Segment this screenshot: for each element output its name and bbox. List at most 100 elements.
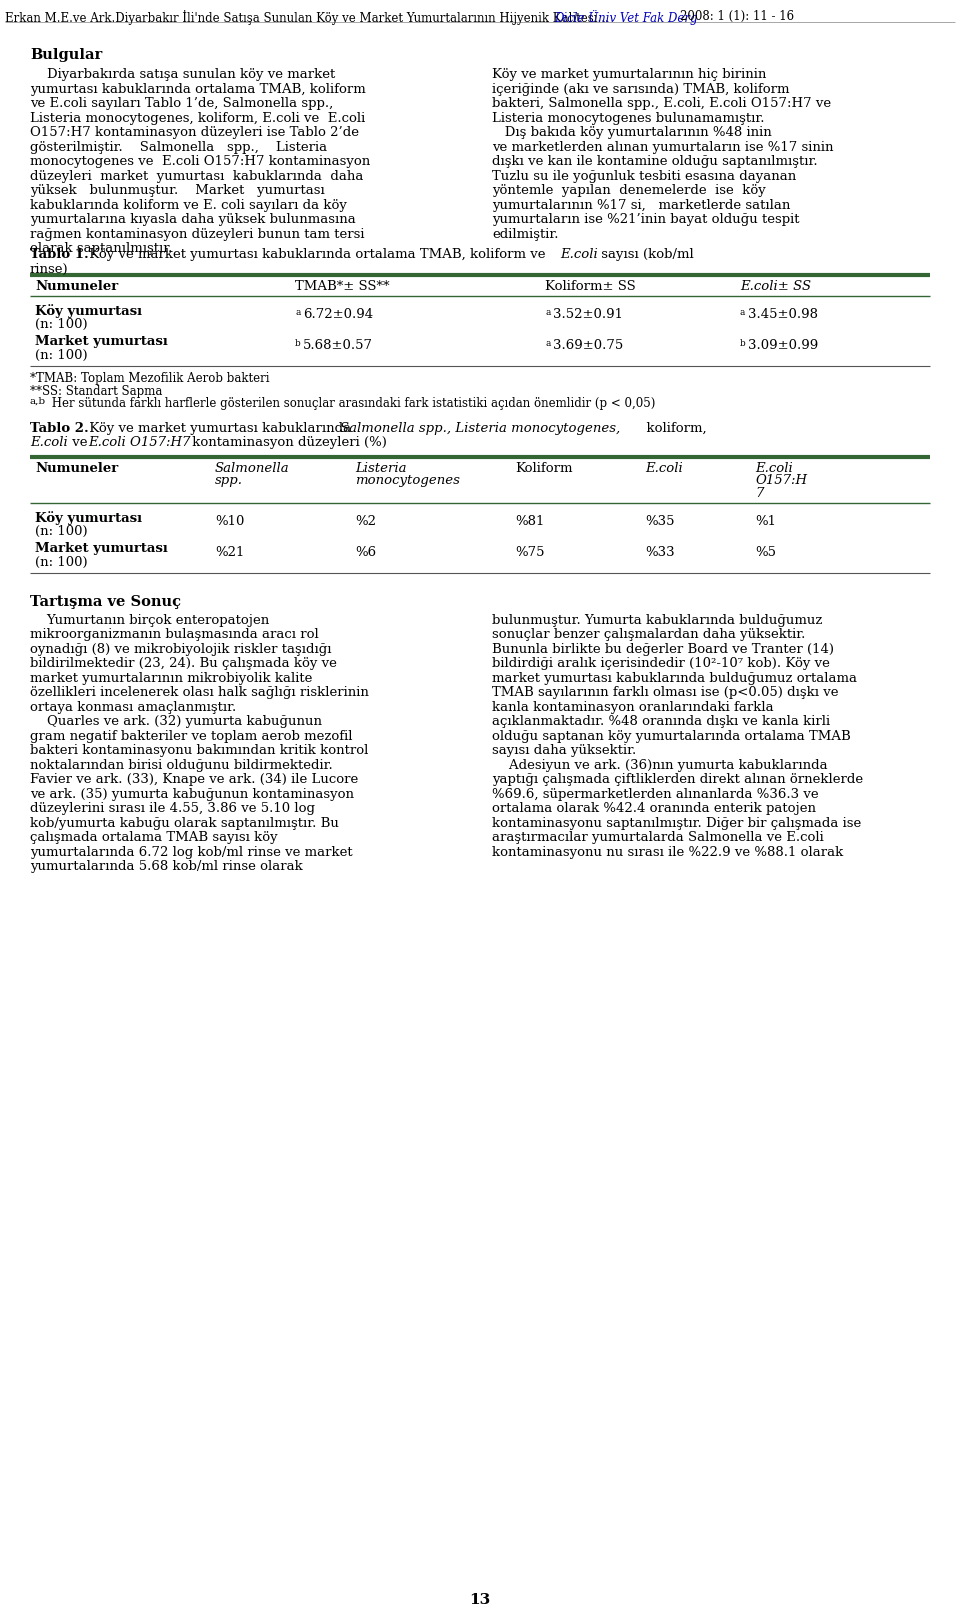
Text: kob/yumurta kabuğu olarak saptanılmıştır. Bu: kob/yumurta kabuğu olarak saptanılmıştır… (30, 816, 339, 830)
Text: Köy ve market yumurtası kabuklarında: Köy ve market yumurtası kabuklarında (85, 422, 355, 434)
Text: Market yumurtası: Market yumurtası (35, 542, 168, 555)
Text: yumurtalarına kıyasla daha yüksek bulunmasına: yumurtalarına kıyasla daha yüksek bulunm… (30, 212, 356, 225)
Text: spp.: spp. (215, 475, 243, 488)
Text: 2008: 1 (1): 11 - 16: 2008: 1 (1): 11 - 16 (680, 10, 794, 23)
Text: a: a (545, 339, 550, 348)
Text: içeriğinde (akı ve sarısında) TMAB, koliform: içeriğinde (akı ve sarısında) TMAB, koli… (492, 82, 789, 95)
Text: özellikleri incelenerek olası halk sağlığı risklerinin: özellikleri incelenerek olası halk sağlı… (30, 685, 369, 698)
Text: Koliform± SS: Koliform± SS (545, 280, 636, 293)
Text: a: a (295, 307, 300, 317)
Text: bildirdiği aralık içerisindedir (10²-10⁷ kob). Köy ve: bildirdiği aralık içerisindedir (10²-10⁷… (492, 656, 829, 669)
Text: bildirilmektedir (23, 24). Bu çalışmada köy ve: bildirilmektedir (23, 24). Bu çalışmada … (30, 656, 337, 669)
Text: sayısı (kob/ml: sayısı (kob/ml (597, 248, 694, 261)
Text: 3.09±0.99: 3.09±0.99 (748, 339, 818, 352)
Text: (n: 100): (n: 100) (35, 525, 87, 537)
Text: 7: 7 (755, 486, 763, 499)
Text: %6: %6 (355, 545, 376, 558)
Text: Erkan M.E.ve Ark.Diyarbakır İli'nde Satışa Sunulan Köy ve Market Yumurtalarının : Erkan M.E.ve Ark.Diyarbakır İli'nde Satı… (5, 10, 609, 26)
Text: Köy yumurtası: Köy yumurtası (35, 304, 142, 319)
Text: Bulgular: Bulgular (30, 48, 103, 63)
Text: a,b: a,b (30, 397, 46, 405)
Text: kontaminasyon düzeyleri (%): kontaminasyon düzeyleri (%) (188, 436, 387, 449)
Text: ortalama olarak %42.4 oranında enterik patojen: ortalama olarak %42.4 oranında enterik p… (492, 801, 816, 816)
Text: Dış bakıda köy yumurtalarının %48 inin: Dış bakıda köy yumurtalarının %48 inin (492, 126, 772, 138)
Text: yumurtalarının %17 si,   marketlerde satılan: yumurtalarının %17 si, marketlerde satıl… (492, 198, 790, 211)
Text: koliform,: koliform, (638, 422, 707, 434)
Text: Koliform: Koliform (515, 462, 572, 475)
Text: Quarles ve ark. (32) yumurta kabuğunun: Quarles ve ark. (32) yumurta kabuğunun (30, 714, 322, 727)
Text: %21: %21 (215, 545, 245, 558)
Text: a: a (740, 307, 745, 317)
Text: Listeria monocytogenes bulunamamıştır.: Listeria monocytogenes bulunamamıştır. (492, 111, 764, 124)
Text: 13: 13 (469, 1593, 491, 1607)
Text: market yumurtalarının mikrobiyolik kalite: market yumurtalarının mikrobiyolik kalit… (30, 671, 312, 684)
Text: %5: %5 (755, 545, 776, 558)
Text: O157:H: O157:H (755, 475, 807, 488)
Text: ortaya konması amaçlanmıştır.: ortaya konması amaçlanmıştır. (30, 700, 236, 713)
Text: kontaminasyonu saptanılmıştır. Diğer bir çalışmada ise: kontaminasyonu saptanılmıştır. Diğer bir… (492, 816, 861, 830)
Text: %1: %1 (755, 515, 776, 528)
Text: Listeria monocytogenes, koliform, E.coli ve  E.coli: Listeria monocytogenes, koliform, E.coli… (30, 111, 365, 124)
Text: sayısı daha yüksektir.: sayısı daha yüksektir. (492, 743, 636, 756)
Text: yumurtalarında 5.68 kob/ml rinse olarak: yumurtalarında 5.68 kob/ml rinse olarak (30, 859, 302, 874)
Text: Tartışma ve Sonuç: Tartışma ve Sonuç (30, 595, 181, 608)
Text: Dicle Üniv Vet Fak Derg: Dicle Üniv Vet Fak Derg (554, 10, 698, 26)
Text: Diyarbakırda satışa sunulan köy ve market: Diyarbakırda satışa sunulan köy ve marke… (30, 68, 335, 80)
Text: %81: %81 (515, 515, 544, 528)
Text: oynadığı (8) ve mikrobiyolojik riskler taşıdığı: oynadığı (8) ve mikrobiyolojik riskler t… (30, 642, 331, 655)
Text: TMAB sayılarının farklı olması ise (p<0.05) dışkı ve: TMAB sayılarının farklı olması ise (p<0.… (492, 685, 838, 698)
Text: yöntemle  yapılan  denemelerde  ise  köy: yöntemle yapılan denemelerde ise köy (492, 183, 766, 196)
Text: Favier ve ark. (33), Knape ve ark. (34) ile Lucore: Favier ve ark. (33), Knape ve ark. (34) … (30, 772, 358, 787)
Text: yaptığı çalışmada çiftliklerden direkt alınan örneklerde: yaptığı çalışmada çiftliklerden direkt a… (492, 772, 863, 787)
Text: bulunmuştur. Yumurta kabuklarında bulduğumuz: bulunmuştur. Yumurta kabuklarında bulduğ… (492, 613, 823, 626)
Text: ve marketlerden alınan yumurtaların ise %17 sinin: ve marketlerden alınan yumurtaların ise … (492, 140, 833, 153)
Text: %10: %10 (215, 515, 245, 528)
Text: b: b (295, 339, 300, 348)
Text: sonuçlar benzer çalışmalardan daha yüksektir.: sonuçlar benzer çalışmalardan daha yükse… (492, 628, 805, 640)
Text: yüksek   bulunmuştur.    Market   yumurtası: yüksek bulunmuştur. Market yumurtası (30, 183, 324, 196)
Text: ve ark. (35) yumurta kabuğunun kontaminasyon: ve ark. (35) yumurta kabuğunun kontamina… (30, 787, 354, 801)
Text: Adesiyun ve ark. (36)nın yumurta kabuklarında: Adesiyun ve ark. (36)nın yumurta kabukla… (492, 758, 828, 771)
Text: Köy yumurtası: Köy yumurtası (35, 512, 142, 525)
Text: rağmen kontaminasyon düzeyleri bunun tam tersi: rağmen kontaminasyon düzeyleri bunun tam… (30, 227, 365, 240)
Text: E.coli± SS: E.coli± SS (740, 280, 811, 293)
Text: ve E.coli sayıları Tablo 1’de, Salmonella spp.,: ve E.coli sayıları Tablo 1’de, Salmonell… (30, 97, 333, 109)
Text: a: a (545, 307, 550, 317)
Text: gram negatif bakteriler ve toplam aerob mezofil: gram negatif bakteriler ve toplam aerob … (30, 729, 352, 742)
Text: 6.72±0.94: 6.72±0.94 (303, 307, 373, 322)
Text: market yumurtası kabuklarında bulduğumuz ortalama: market yumurtası kabuklarında bulduğumuz… (492, 671, 857, 684)
Text: araştırmacılar yumurtalarda Salmonella ve E.coli: araştırmacılar yumurtalarda Salmonella v… (492, 830, 824, 845)
Text: 3.52±0.91: 3.52±0.91 (553, 307, 623, 322)
Text: Yumurtanın birçok enteropatojen: Yumurtanın birçok enteropatojen (30, 613, 269, 626)
Text: çalışmada ortalama TMAB sayısı köy: çalışmada ortalama TMAB sayısı köy (30, 830, 277, 845)
Text: Salmonella spp., Listeria monocytogenes,: Salmonella spp., Listeria monocytogenes, (340, 422, 620, 434)
Text: Bununla birlikte bu değerler Board ve Tranter (14): Bununla birlikte bu değerler Board ve Tr… (492, 642, 834, 655)
Text: %75: %75 (515, 545, 544, 558)
Text: **SS: Standart Sapma: **SS: Standart Sapma (30, 385, 162, 397)
Text: gösterilmiştir.    Salmonella   spp.,    Listeria: gösterilmiştir. Salmonella spp., Listeri… (30, 140, 327, 153)
Text: kontaminasyonu nu sırası ile %22.9 ve %88.1 olarak: kontaminasyonu nu sırası ile %22.9 ve %8… (492, 845, 843, 859)
Text: kabuklarında koliform ve E. coli sayıları da köy: kabuklarında koliform ve E. coli sayılar… (30, 198, 347, 211)
Text: bakteri, Salmonella spp., E.coli, E.coli O157:H7 ve: bakteri, Salmonella spp., E.coli, E.coli… (492, 97, 831, 109)
Text: *TMAB: Toplam Mezofilik Aerob bakteri: *TMAB: Toplam Mezofilik Aerob bakteri (30, 372, 270, 385)
Text: Tablo 2.: Tablo 2. (30, 422, 88, 434)
Text: edilmiştir.: edilmiştir. (492, 227, 559, 240)
Text: (n: 100): (n: 100) (35, 349, 87, 362)
Text: %33: %33 (645, 545, 675, 558)
Text: Tuzlu su ile yoğunluk tesbiti esasına dayanan: Tuzlu su ile yoğunluk tesbiti esasına da… (492, 169, 796, 182)
Text: 3.69±0.75: 3.69±0.75 (553, 339, 623, 352)
Text: E.coli: E.coli (755, 462, 793, 475)
Text: olarak saptanılmıştır.: olarak saptanılmıştır. (30, 241, 173, 254)
Text: 3.45±0.98: 3.45±0.98 (748, 307, 818, 322)
Text: yumurtalarında 6.72 log kob/ml rinse ve market: yumurtalarında 6.72 log kob/ml rinse ve … (30, 845, 352, 859)
Text: yumurtaların ise %21’inin bayat olduğu tespit: yumurtaların ise %21’inin bayat olduğu t… (492, 212, 800, 225)
Text: Numuneler: Numuneler (35, 462, 118, 475)
Text: Numuneler: Numuneler (35, 280, 118, 293)
Text: dışkı ve kan ile kontamine olduğu saptanılmıştır.: dışkı ve kan ile kontamine olduğu saptan… (492, 154, 818, 167)
Text: Salmonella: Salmonella (215, 462, 290, 475)
Text: rinse): rinse) (30, 262, 68, 275)
Text: bakteri kontaminasyonu bakımından kritik kontrol: bakteri kontaminasyonu bakımından kritik… (30, 743, 369, 756)
Text: %35: %35 (645, 515, 675, 528)
Text: E.coli: E.coli (560, 248, 598, 261)
Text: E.coli: E.coli (30, 436, 68, 449)
